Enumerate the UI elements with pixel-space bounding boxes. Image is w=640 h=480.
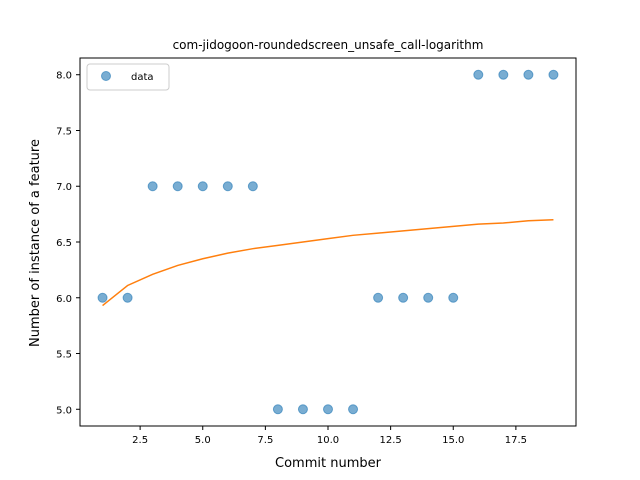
x-tick-label: 7.5 <box>257 435 273 446</box>
y-axis-title: Number of instance of a feature <box>28 139 43 347</box>
data-point <box>448 292 459 303</box>
data-point <box>373 292 384 303</box>
x-tick-label: 10.0 <box>317 435 339 446</box>
chart-title: com-jidogoon-roundedscreen_unsafe_call-l… <box>173 38 484 52</box>
y-tick-label: 6.5 <box>56 238 72 249</box>
data-point <box>172 181 183 192</box>
x-tick-label: 2.5 <box>132 435 148 446</box>
data-point <box>548 69 559 80</box>
y-tick-label: 7.5 <box>56 126 72 137</box>
fit-line <box>102 218 554 307</box>
data-point <box>323 404 333 415</box>
data-point <box>197 181 208 192</box>
x-tick-label: 17.5 <box>505 435 527 446</box>
y-tick-label: 8.0 <box>56 71 72 82</box>
x-tick-label: 12.5 <box>379 435 401 446</box>
x-tick-label: 5.0 <box>195 435 211 446</box>
data-point <box>473 69 484 80</box>
data-point <box>498 69 509 80</box>
legend-label-data: data <box>131 72 154 83</box>
data-point <box>398 292 409 303</box>
x-axis-title: Commit number <box>275 456 382 471</box>
data-point <box>348 404 359 415</box>
data-point <box>147 181 158 192</box>
y-tick-label: 5.5 <box>56 350 72 361</box>
legend-frame <box>86 63 170 91</box>
legend-marker-data <box>101 71 111 81</box>
data-point <box>247 181 258 192</box>
y-tick-label: 7.0 <box>56 182 72 193</box>
data-point <box>272 404 283 415</box>
data-point <box>523 69 534 80</box>
y-tick-label: 5.0 <box>56 405 72 416</box>
y-axis: 5.0 5.5 6.0 6.5 7.0 7.5 8.0 <box>56 71 80 416</box>
y-tick-label: 6.0 <box>56 294 72 305</box>
data-point <box>97 292 108 303</box>
data-point <box>297 404 308 415</box>
data-point <box>122 292 133 303</box>
x-axis: 2.5 5.0 7.5 10.0 12.5 15.0 17.5 <box>132 426 527 446</box>
data-point <box>423 292 434 303</box>
data-point <box>222 181 233 192</box>
legend: data <box>86 63 170 91</box>
x-tick-label: 15.0 <box>442 435 464 446</box>
